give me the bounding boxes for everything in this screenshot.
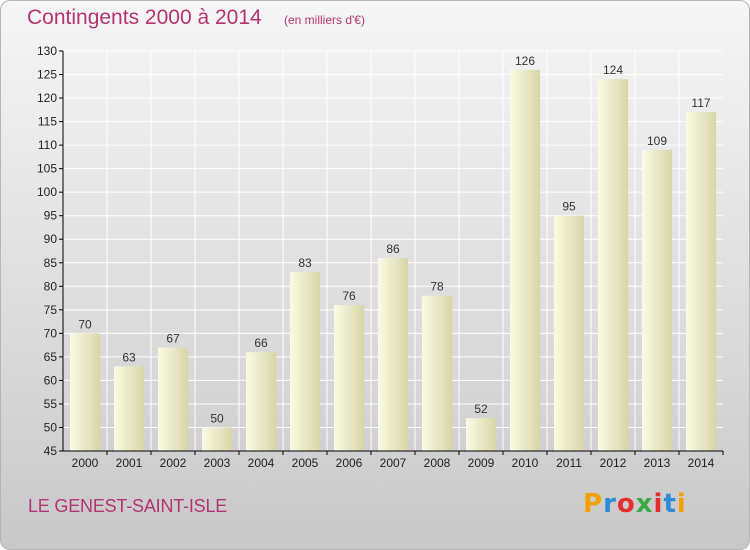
data-label: 63 [122, 350, 136, 364]
y-tick-label: 50 [44, 420, 58, 434]
y-tick-label: 105 [37, 162, 57, 176]
data-label: 66 [254, 336, 268, 350]
y-tick-label: 75 [44, 303, 58, 317]
y-tick-label: 130 [37, 44, 57, 58]
commune-name: LE GENEST-SAINT-ISLE [28, 496, 228, 516]
data-label: 67 [166, 331, 180, 345]
bar [158, 347, 188, 451]
chart-bars [70, 69, 716, 452]
x-tick-label: 2001 [116, 456, 143, 470]
x-tick-label: 2011 [556, 456, 582, 470]
y-tick-label: 95 [44, 209, 58, 223]
bar [70, 333, 100, 451]
x-tick-label: 2009 [468, 456, 495, 470]
bar [422, 295, 452, 451]
y-tick-label: 115 [38, 115, 57, 129]
y-tick-label: 60 [44, 373, 58, 387]
data-label: 50 [210, 411, 224, 425]
data-label: 124 [603, 63, 623, 77]
bar [114, 366, 144, 451]
x-tick-label: 2005 [292, 456, 319, 470]
chart-title: Contingents 2000 à 2014 [27, 6, 262, 29]
y-tick-label: 90 [44, 232, 58, 246]
data-label: 95 [562, 200, 576, 214]
data-label: 83 [298, 256, 312, 270]
data-labels: 70 63 67 50 66 83 76 86 78 52 126 95 124 109 117 [78, 54, 711, 426]
bar [290, 272, 320, 451]
bar [510, 69, 540, 451]
chart-axes [59, 50, 724, 455]
logo-letter: r [603, 489, 617, 519]
proxiti-logo[interactable]: Proxiti [583, 489, 687, 519]
data-label: 126 [515, 54, 535, 68]
x-tick-label: 2008 [424, 456, 451, 470]
x-tick-label: 2002 [160, 456, 187, 470]
logo-letter: x [635, 489, 654, 519]
x-tick-label: 2014 [688, 456, 715, 470]
y-tick-label: 80 [44, 279, 58, 293]
x-tick-label: 2012 [600, 456, 627, 470]
x-tick-label: 2006 [336, 456, 363, 470]
bar [202, 427, 232, 451]
logo-letter: i [653, 489, 664, 519]
y-tick-label: 70 [44, 326, 58, 340]
data-label: 52 [474, 402, 488, 416]
y-tick-labels: 45 50 55 60 65 70 75 80 85 90 95 100 105 110 115 120 125… [37, 44, 57, 458]
y-tick-label: 45 [44, 444, 58, 458]
bar [246, 352, 276, 451]
x-tick-label: 2000 [72, 456, 99, 470]
bar [334, 305, 364, 451]
bar [598, 79, 628, 451]
data-label: 70 [78, 317, 92, 331]
y-tick-label: 120 [37, 91, 57, 105]
logo-letter: o [616, 489, 636, 519]
data-label: 117 [691, 96, 710, 110]
x-tick-label: 2007 [380, 456, 407, 470]
y-tick-label: 110 [38, 138, 57, 152]
chart-subtitle: (en milliers d'€) [284, 13, 365, 27]
bar [554, 215, 584, 451]
data-label: 78 [430, 280, 444, 294]
x-tick-label: 2003 [204, 456, 231, 470]
bar [642, 149, 672, 451]
logo-letter: i [676, 489, 687, 519]
y-tick-label: 85 [44, 256, 58, 270]
x-tick-label: 2010 [512, 456, 539, 470]
y-tick-label: 125 [37, 68, 57, 82]
data-label: 109 [647, 134, 667, 148]
y-tick-label: 65 [44, 350, 58, 364]
data-label: 86 [386, 242, 400, 256]
logo-letter: t [663, 489, 677, 519]
bar [686, 112, 716, 452]
x-tick-label: 2013 [644, 456, 671, 470]
data-label: 76 [342, 289, 356, 303]
x-tick-labels: 2000 2001 2002 2003 2004 2005 2006 2007 2008 2009… [72, 456, 715, 470]
x-tick-label: 2004 [248, 456, 275, 470]
y-tick-label: 100 [37, 185, 57, 199]
bar [466, 418, 496, 451]
logo-letter: P [583, 489, 604, 519]
bar [378, 258, 408, 451]
y-tick-label: 55 [44, 397, 58, 411]
